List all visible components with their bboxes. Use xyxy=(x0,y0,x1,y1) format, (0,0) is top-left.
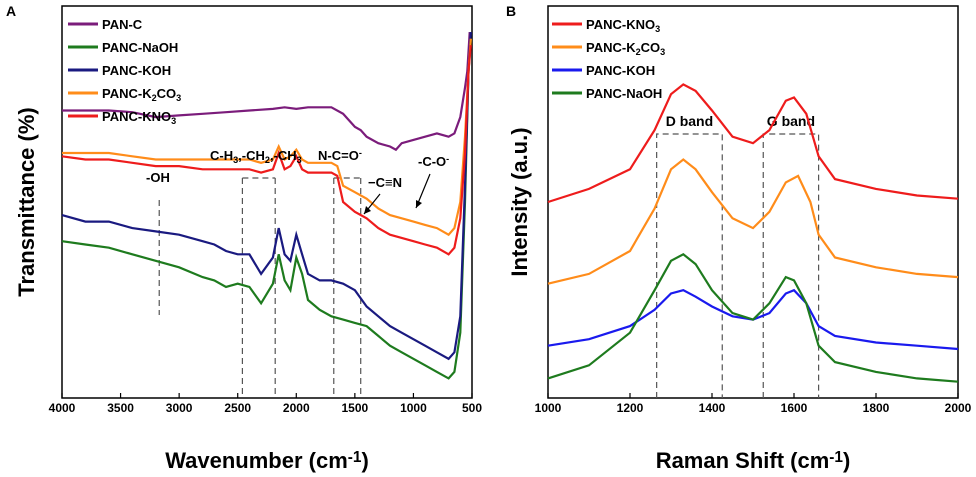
arrow-co-head xyxy=(416,200,422,208)
band-label: G band xyxy=(767,113,815,129)
band-label: D band xyxy=(666,113,713,129)
x-tick-label: 2000 xyxy=(283,401,310,415)
panel-a-chart: 4000 3500 3000 2500 2000 1500 1000 500 PAN-CPAN… xyxy=(14,5,482,473)
legend-label: PANC-KNO3 xyxy=(102,109,176,126)
legend-label: PANC-NaOH xyxy=(102,40,178,55)
legend-label: PANC-NaOH xyxy=(586,86,662,101)
series-line-panc-naoh xyxy=(61,38,472,380)
panel-a-x-ticks: 4000 3500 3000 2500 2000 1500 1000 500 xyxy=(49,393,482,415)
panel-b-legend: PANC-KNO3 PANC-K2CO3 PANC-KOH PANC-NaOH xyxy=(552,17,665,101)
x-tick-label: 1000 xyxy=(535,401,562,415)
annotation-oh: -OH xyxy=(146,170,170,185)
x-tick-label: 1800 xyxy=(863,401,890,415)
legend-label: PAN-C xyxy=(102,17,143,32)
panel-a-annotations: -OH C-H3,-CH2,-CH3 N-C=O- −C≡N -C-O- xyxy=(146,148,449,215)
panel-a-legend: PAN-C PANC-NaOH PANC-KOH PANC-K2CO3 PANC-KNO… xyxy=(68,17,181,126)
panel-b-chart: D band G band 1000 1200 1400 1600 1800 2000 PA… xyxy=(507,5,972,473)
x-tick-label: 3500 xyxy=(107,401,134,415)
panel-a-series xyxy=(61,32,472,380)
panel-b-x-axis-title: Raman Shift (cm-1) xyxy=(656,448,851,473)
legend-label: PANC-KNO3 xyxy=(586,17,660,34)
band-box xyxy=(656,133,723,398)
series-line-panc-koh xyxy=(61,32,472,361)
x-tick-label: 1200 xyxy=(617,401,644,415)
legend-label: PANC-K2CO3 xyxy=(586,40,665,57)
annotation-co: -C-O- xyxy=(418,154,449,169)
annotation-nco: N-C=O- xyxy=(318,148,362,163)
series-line-panc-kno3 xyxy=(61,45,472,256)
series-line-panc-kno3 xyxy=(547,83,959,204)
legend-label: PANC-KOH xyxy=(102,63,171,78)
panel-b-band-boxes: D band G band xyxy=(656,113,820,398)
panel-b-y-axis-title: Intensity (a.u.) xyxy=(507,127,532,276)
panel-label-b: B xyxy=(506,3,516,19)
band-box xyxy=(762,133,820,398)
series-line-panc-k2co3 xyxy=(547,158,959,285)
panel-b-series xyxy=(547,83,959,383)
x-tick-label: 2000 xyxy=(945,401,972,415)
x-tick-label: 500 xyxy=(462,401,482,415)
x-tick-label: 3000 xyxy=(166,401,193,415)
panel-a-frame xyxy=(61,5,473,399)
panel-a-y-axis-title: Transmittance (%) xyxy=(14,107,39,297)
x-tick-label: 4000 xyxy=(49,401,76,415)
legend-label: PANC-KOH xyxy=(586,63,655,78)
x-tick-label: 1600 xyxy=(781,401,808,415)
series-line-panc-naoh xyxy=(547,252,959,383)
series-line-panc-k2co3 xyxy=(62,38,472,237)
panel-b-x-ticks: 1000 1200 1400 1600 1800 2000 xyxy=(535,393,972,415)
x-tick-label: 1400 xyxy=(699,401,726,415)
x-tick-label: 1000 xyxy=(400,401,427,415)
series-line-pan-c xyxy=(62,32,471,152)
x-tick-label: 2500 xyxy=(224,401,251,415)
annotation-ch: C-H3,-CH2,-CH3 xyxy=(210,148,302,165)
annotation-cn: −C≡N xyxy=(368,175,402,190)
arrow-cn-head xyxy=(364,206,371,214)
panel-label-a: A xyxy=(6,3,16,19)
legend-label: PANC-K2CO3 xyxy=(102,86,181,103)
panel-a-dashed-guides xyxy=(158,177,362,398)
panel-a-x-axis-title: Wavenumber (cm-1) xyxy=(165,448,369,473)
x-tick-label: 1500 xyxy=(342,401,369,415)
